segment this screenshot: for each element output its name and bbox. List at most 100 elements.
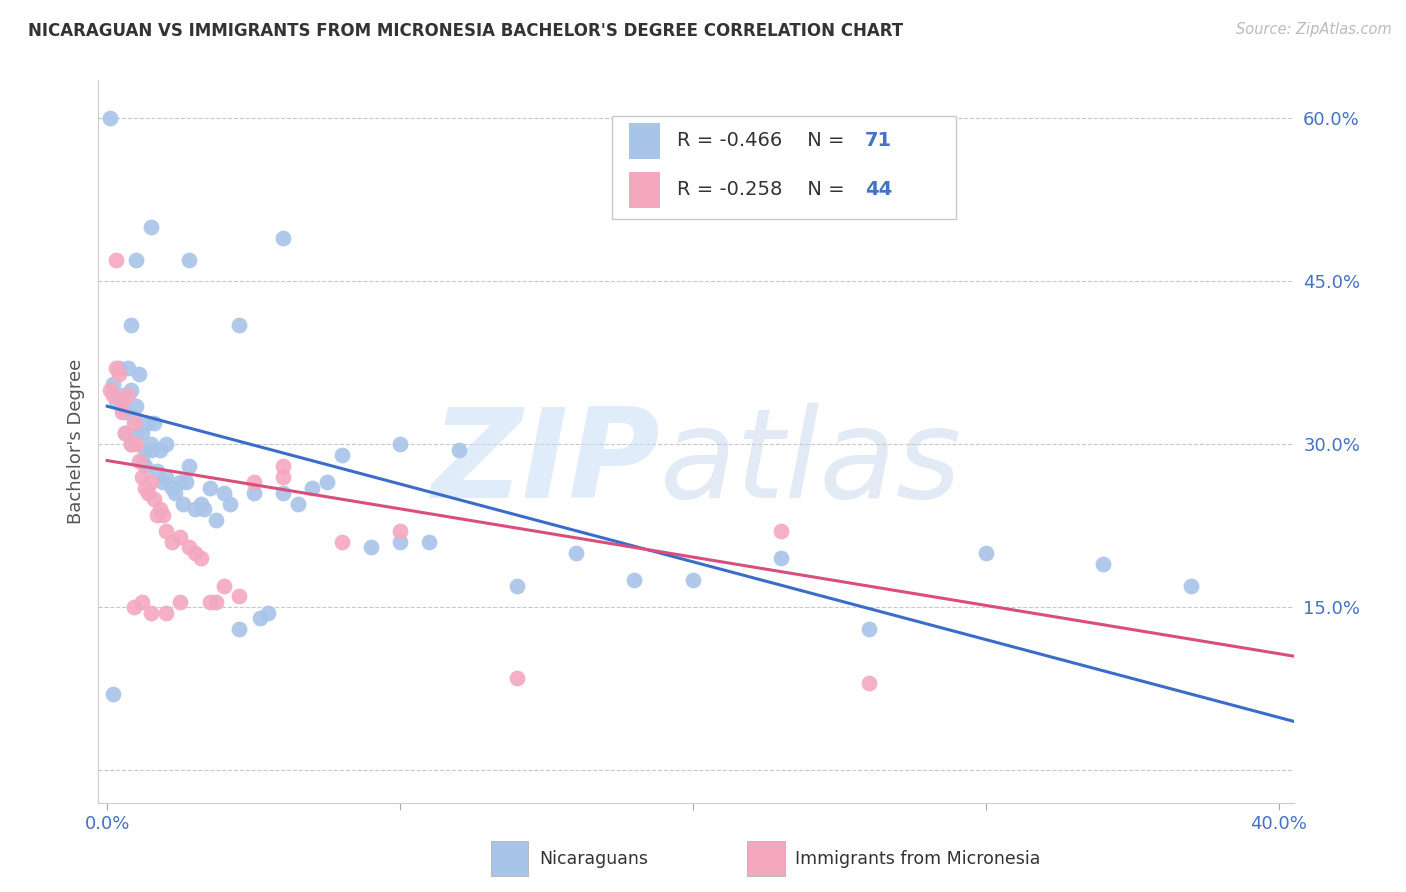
- FancyBboxPatch shape: [628, 123, 659, 159]
- Point: [125, 426, 148, 441]
- Point: [141, 219, 163, 234]
- Point: [105, 252, 127, 267]
- Point: [111, 393, 134, 408]
- Text: Immigrants from Micronesia: Immigrants from Micronesia: [796, 849, 1040, 868]
- Point: [155, 437, 177, 451]
- Point: [682, 573, 704, 587]
- Point: [125, 437, 148, 451]
- FancyBboxPatch shape: [612, 116, 956, 219]
- Point: [418, 535, 440, 549]
- Point: [1180, 578, 1202, 592]
- Point: [111, 405, 134, 419]
- Point: [228, 318, 250, 332]
- Point: [271, 470, 294, 484]
- Point: [301, 481, 323, 495]
- Point: [160, 535, 183, 549]
- Point: [330, 535, 353, 549]
- Point: [160, 481, 183, 495]
- Text: Source: ZipAtlas.com: Source: ZipAtlas.com: [1236, 22, 1392, 37]
- Y-axis label: Bachelor's Degree: Bachelor's Degree: [66, 359, 84, 524]
- Point: [128, 367, 150, 381]
- Point: [242, 486, 264, 500]
- Point: [108, 361, 131, 376]
- Point: [360, 541, 382, 555]
- Point: [214, 578, 236, 592]
- Point: [101, 377, 124, 392]
- Point: [122, 600, 145, 615]
- Point: [858, 676, 880, 690]
- Text: NICARAGUAN VS IMMIGRANTS FROM MICRONESIA BACHELOR'S DEGREE CORRELATION CHART: NICARAGUAN VS IMMIGRANTS FROM MICRONESIA…: [28, 22, 903, 40]
- Point: [287, 497, 309, 511]
- Point: [141, 475, 163, 490]
- Point: [219, 497, 242, 511]
- Point: [242, 475, 264, 490]
- Point: [117, 361, 139, 376]
- Point: [98, 383, 121, 397]
- Point: [136, 486, 159, 500]
- Point: [228, 590, 250, 604]
- Point: [190, 551, 212, 566]
- Point: [389, 535, 412, 549]
- Point: [155, 470, 177, 484]
- Point: [125, 252, 148, 267]
- Point: [134, 481, 156, 495]
- Point: [114, 426, 136, 441]
- Point: [101, 388, 124, 402]
- Point: [149, 442, 172, 457]
- Point: [149, 502, 172, 516]
- Point: [769, 551, 792, 566]
- Point: [143, 416, 166, 430]
- Point: [136, 416, 159, 430]
- Text: R = -0.466    N =: R = -0.466 N =: [678, 131, 851, 150]
- Point: [131, 453, 153, 467]
- Point: [174, 475, 197, 490]
- Point: [204, 595, 226, 609]
- Point: [155, 606, 177, 620]
- Point: [108, 367, 131, 381]
- Point: [214, 486, 236, 500]
- Point: [184, 502, 207, 516]
- Point: [122, 416, 145, 430]
- Point: [447, 442, 470, 457]
- Point: [155, 524, 177, 538]
- Point: [141, 442, 163, 457]
- Point: [141, 437, 163, 451]
- Point: [315, 475, 337, 490]
- Point: [198, 595, 221, 609]
- Point: [769, 524, 792, 538]
- Point: [114, 405, 136, 419]
- Point: [249, 611, 271, 625]
- Point: [98, 112, 121, 126]
- Point: [120, 318, 142, 332]
- Point: [134, 442, 156, 457]
- Point: [105, 393, 127, 408]
- Point: [120, 383, 142, 397]
- Point: [131, 426, 153, 441]
- Point: [111, 393, 134, 408]
- Point: [193, 502, 215, 516]
- Point: [389, 524, 412, 538]
- Point: [128, 453, 150, 467]
- Point: [131, 595, 153, 609]
- Point: [131, 470, 153, 484]
- FancyBboxPatch shape: [628, 172, 659, 208]
- Point: [120, 437, 142, 451]
- Point: [506, 578, 529, 592]
- Point: [169, 595, 191, 609]
- Point: [146, 464, 169, 478]
- Point: [190, 497, 212, 511]
- Point: [143, 491, 166, 506]
- Point: [101, 687, 124, 701]
- FancyBboxPatch shape: [491, 841, 529, 876]
- Text: R = -0.258    N =: R = -0.258 N =: [678, 180, 851, 199]
- Point: [623, 573, 645, 587]
- Point: [172, 497, 194, 511]
- Point: [228, 622, 250, 636]
- Point: [506, 671, 529, 685]
- Point: [974, 546, 997, 560]
- Point: [169, 530, 191, 544]
- Point: [114, 426, 136, 441]
- Point: [120, 437, 142, 451]
- Point: [146, 508, 169, 522]
- FancyBboxPatch shape: [747, 841, 785, 876]
